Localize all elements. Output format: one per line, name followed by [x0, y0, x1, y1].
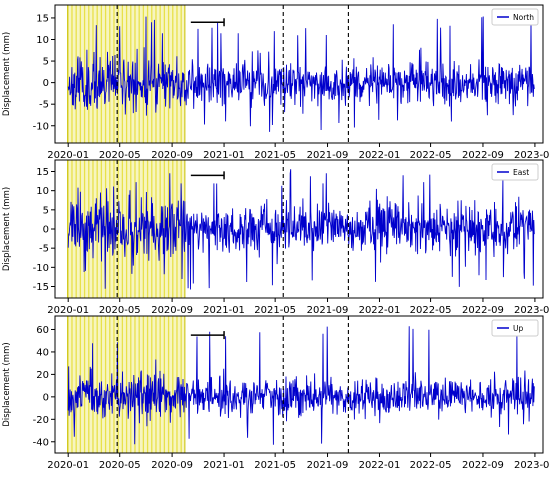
x-tick-label: 2023-01 [514, 305, 550, 316]
y-axis-label: Displacement (mm) [2, 32, 12, 116]
series-line-up [67, 326, 535, 445]
x-tick-label: 2020-01 [47, 460, 89, 471]
x-tick-label: 2022-09 [462, 460, 504, 471]
legend-label: North [513, 13, 534, 22]
x-tick-label: 2023-01 [514, 150, 550, 161]
legend-box [491, 319, 539, 337]
x-tick-label: 2022-01 [359, 305, 401, 316]
x-tick-label: 2021-09 [307, 150, 349, 161]
x-tick-label: 2021-01 [203, 305, 245, 316]
axes-frame [54, 315, 544, 454]
x-tick-label: 2021-09 [307, 305, 349, 316]
x-tick-label: 2022-05 [410, 150, 452, 161]
y-tick-label: -5 [39, 100, 49, 111]
x-tick-label: 2020-09 [151, 305, 193, 316]
x-tick-label: 2022-09 [462, 305, 504, 316]
y-axis-label: Displacement (mm) [2, 187, 12, 271]
x-tick-label: 2020-05 [99, 305, 141, 316]
legend-label: East [513, 168, 529, 177]
legend-box [491, 163, 539, 181]
x-tick-label: 2021-01 [203, 150, 245, 161]
x-tick-label: 2020-05 [99, 460, 141, 471]
panel-east: -15 -10 -5 0 5 10 15 2020-01 2020-05 2020-09 2021-… [2, 159, 550, 316]
y-tick-label: 5 [43, 57, 49, 68]
x-tick-label: 2020-05 [99, 150, 141, 161]
x-tick-label: 2020-09 [151, 150, 193, 161]
y-tick-label: -15 [33, 282, 49, 293]
x-tick-label: 2021-05 [254, 150, 296, 161]
axes-frame [54, 4, 544, 144]
y-tick-label: 0 [43, 392, 49, 403]
series-line-east [67, 169, 535, 290]
y-tick-label: -20 [33, 415, 49, 426]
y-tick-label: 0 [43, 78, 49, 89]
y-tick-label: -10 [33, 263, 49, 274]
x-tick-label: 2020-09 [151, 460, 193, 471]
series-line-north [67, 16, 535, 132]
y-tick-label: -10 [33, 121, 49, 132]
x-tick-label: 2021-09 [307, 460, 349, 471]
y-tick-label: -5 [39, 244, 49, 255]
x-tick-label: 2022-09 [462, 150, 504, 161]
y-tick-label: 15 [36, 13, 49, 24]
legend-box [491, 8, 539, 26]
y-tick-label: 15 [36, 167, 49, 178]
x-tick-label: 2022-01 [359, 460, 401, 471]
x-tick-label: 2021-01 [203, 460, 245, 471]
x-tick-label: 2021-05 [254, 460, 296, 471]
x-tick-label: 2022-05 [410, 460, 452, 471]
y-tick-label: -40 [33, 437, 49, 448]
x-tick-label: 2020-01 [47, 305, 89, 316]
y-tick-label: 10 [36, 35, 49, 46]
panel-up: -40 -20 0 20 40 60 2020-01 2020-05 2020-09 2021-0… [2, 315, 550, 471]
y-axis-label: Displacement (mm) [2, 342, 12, 426]
x-tick-label: 2023-01 [514, 460, 550, 471]
legend-label: Up [513, 324, 523, 333]
y-tick-label: 5 [43, 205, 49, 216]
y-tick-label: 0 [43, 225, 49, 236]
x-tick-label: 2022-01 [359, 150, 401, 161]
x-tick-label: 2020-01 [47, 150, 89, 161]
y-tick-label: 60 [36, 325, 49, 336]
y-tick-label: 20 [36, 370, 49, 381]
y-tick-label: 40 [36, 347, 49, 358]
x-tick-label: 2022-05 [410, 305, 452, 316]
panel-north: -10 -5 0 5 10 15 2020-01 2020-05 2020-09 2021-01 2… [2, 4, 550, 161]
y-tick-label: 10 [36, 186, 49, 197]
x-tick-label: 2021-05 [254, 305, 296, 316]
